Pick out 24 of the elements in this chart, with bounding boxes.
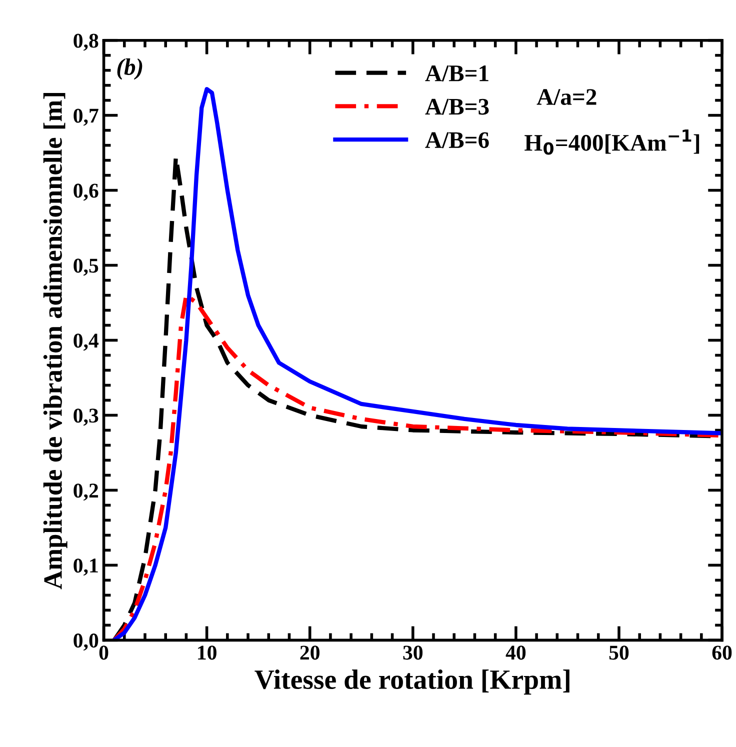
annotation: H$_{0}$=400[KAm$^{−1}$] — [524, 130, 700, 155]
y-tick-label: 0,4 — [74, 334, 99, 351]
legend-label: A/B=6 — [425, 132, 489, 148]
legend-label: A/B=1 — [425, 66, 488, 82]
y-tick-label: 0,6 — [74, 184, 98, 201]
x-tick-label: 60 — [712, 646, 732, 660]
x-tick-label: 20 — [300, 646, 320, 660]
x-tick-label: 40 — [506, 646, 526, 660]
y-tick-label: 0,2 — [74, 484, 98, 501]
x-axis-title: Vitesse de rotation [Krpm] — [254, 669, 570, 695]
legend-label: A/B=3 — [425, 98, 489, 115]
x-tick-label: 30 — [403, 646, 423, 660]
x-tick-label: 50 — [609, 646, 629, 660]
y-axis-title: Amplitude de vibration adimensionnelle [m] — [43, 92, 68, 590]
x-tick-label: 0 — [99, 646, 108, 660]
y-tick-label: 0,1 — [74, 558, 98, 576]
y-tick-label: 0,3 — [74, 408, 98, 426]
x-tick-label: 10 — [198, 646, 216, 660]
y-tick-label: 0,7 — [74, 108, 98, 126]
y-tick-label: 0,0 — [74, 634, 98, 651]
annotation: (b) — [117, 58, 142, 80]
y-tick-label: 0,8 — [74, 34, 98, 51]
annotation: A/a=2 — [536, 89, 596, 105]
y-tick-label: 0,5 — [74, 258, 98, 276]
